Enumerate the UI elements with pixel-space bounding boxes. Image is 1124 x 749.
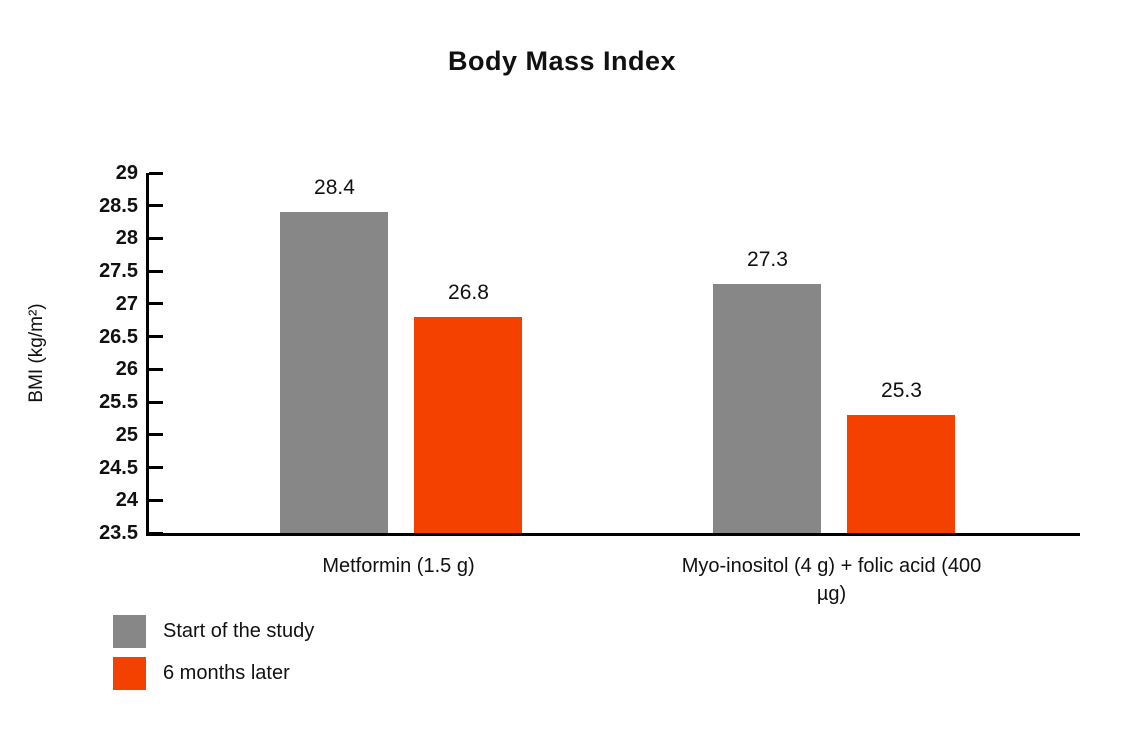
y-tick-label: 23.5 <box>99 522 138 544</box>
legend: Start of the study 6 months later <box>113 615 314 690</box>
y-tick-label: 28.5 <box>99 194 138 217</box>
y-tick-label: 25 <box>115 423 138 446</box>
y-tick-mark <box>149 466 163 470</box>
x-category-label: Myo-inositol (4 g) + folic acid (400 µg) <box>681 555 982 605</box>
y-tick-label: 28 <box>115 227 138 250</box>
legend-swatch <box>113 657 146 690</box>
bar-value-label: 26.8 <box>448 281 489 304</box>
y-tick-mark <box>149 171 163 175</box>
y-tick-label: 29 <box>115 162 138 184</box>
bar-start-group-2 <box>713 284 822 533</box>
y-tick-label: 26.5 <box>99 325 138 348</box>
y-tick-label: 26 <box>115 358 138 381</box>
y-tick-mark <box>149 236 163 240</box>
y-tick-label: 24.5 <box>99 456 138 479</box>
y-tick-mark <box>149 498 163 502</box>
chart-title: Body Mass Index <box>447 46 677 76</box>
y-tick-mark <box>149 204 163 208</box>
y-tick-mark <box>149 433 163 437</box>
y-tick-label: 27 <box>115 292 138 315</box>
plot-area: 28.4 26.8 27.3 25.3 <box>146 173 1080 536</box>
bar-value-label: 28.4 <box>314 176 355 200</box>
y-axis-label: BMI (kg/m²) <box>26 303 47 403</box>
legend-swatch <box>113 615 146 648</box>
legend-item: Start of the study <box>113 615 314 648</box>
bar-after-group-1 <box>414 317 523 533</box>
y-tick-mark <box>149 335 163 339</box>
legend-label: 6 months later <box>163 662 290 684</box>
y-tick-label: 25.5 <box>99 391 138 414</box>
legend-item: 6 months later <box>113 657 314 690</box>
bar-value-label: 25.3 <box>881 379 922 403</box>
bar-value-label: 27.3 <box>747 248 788 272</box>
y-tick-mark <box>149 269 163 273</box>
y-tick-label: 27.5 <box>99 260 138 283</box>
bar-after-group-2 <box>847 415 956 533</box>
y-tick-label: 24 <box>115 489 138 512</box>
y-tick-mark <box>149 367 163 371</box>
legend-label: Start of the study <box>163 620 315 642</box>
x-category-label: Metformin (1.5 g) <box>322 555 475 577</box>
y-tick-mark <box>149 400 163 404</box>
y-tick-mark <box>149 531 163 535</box>
bar-start-group-1 <box>280 212 389 533</box>
y-tick-mark <box>149 302 163 306</box>
